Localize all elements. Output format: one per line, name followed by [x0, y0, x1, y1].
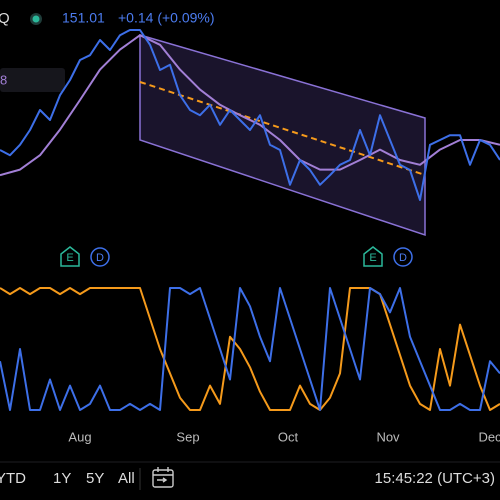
calendar-icon[interactable] — [152, 467, 174, 488]
range-button[interactable]: 5Y — [86, 470, 104, 487]
x-tick-label: Dec — [478, 429, 500, 444]
range-button[interactable]: 1Y — [53, 470, 71, 487]
x-tick-label: Sep — [176, 429, 199, 444]
indicator-box — [0, 68, 65, 92]
price-line — [0, 34, 500, 177]
status-dot — [32, 15, 40, 23]
price: 151.01 — [62, 10, 105, 26]
header-box — [0, 3, 265, 33]
range-button[interactable]: YTD — [0, 470, 26, 487]
earnings-marker[interactable] — [363, 246, 383, 267]
event-label: E — [66, 252, 73, 264]
x-tick-label: Oct — [278, 429, 299, 444]
indicator-label: 8 — [0, 72, 7, 87]
event-label: D — [399, 252, 407, 264]
symbol: Q — [0, 10, 10, 27]
x-tick-label: Nov — [376, 429, 400, 444]
event-label: D — [96, 252, 104, 264]
range-button[interactable]: All — [118, 470, 135, 487]
dividend-marker[interactable] — [90, 247, 110, 267]
earnings-marker[interactable] — [60, 246, 80, 267]
price-change: +0.14 (+0.09%) — [118, 10, 215, 26]
indicator-line — [0, 287, 500, 411]
price-line — [0, 29, 500, 201]
clock: 15:45:22 (UTC+3) — [375, 470, 495, 487]
dividend-marker[interactable] — [393, 247, 413, 267]
channel — [139, 34, 426, 237]
x-tick-label: Aug — [68, 429, 91, 444]
event-label: E — [369, 252, 376, 264]
indicator-line — [0, 287, 500, 411]
